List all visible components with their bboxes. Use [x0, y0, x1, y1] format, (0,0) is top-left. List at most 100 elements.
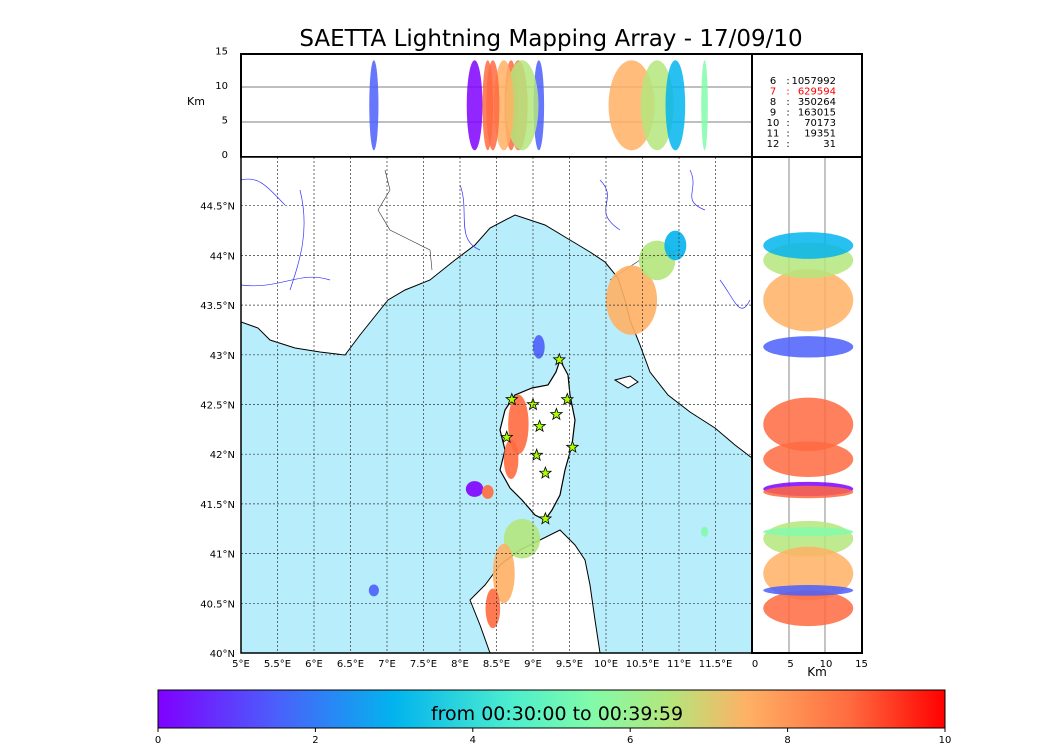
figure-title: SAETTA Lightning Mapping Array - 17/09/1…: [299, 26, 802, 52]
lightning-cluster: [606, 265, 658, 335]
latitude-altitude-panel: 0 5 10 15 Km: [751, 156, 868, 679]
station-star-icon: [532, 419, 547, 433]
lon-tick-label: 5°E: [232, 659, 250, 670]
station-star-icon: [529, 448, 544, 461]
side-xtick-label: 10: [820, 659, 833, 670]
colorbar-tick-label: 2: [312, 735, 318, 746]
lon-tick-label: 5.5°E: [264, 659, 291, 670]
lat-tick-label: 40.5°N: [200, 599, 235, 610]
lightning-altitude-mark: [763, 585, 854, 596]
lon-tick-label: 6.5°E: [337, 659, 364, 670]
lightning-cluster: [465, 481, 484, 497]
lon-tick-label: 9°E: [524, 659, 542, 670]
colorbar-tick-label: 0: [155, 735, 161, 746]
lightning-altitude-mark: [665, 60, 686, 151]
map-panel: 5°E 5.5°E 6°E 6.5°E 7°E 7.5°E 8°E 8.5°E 9°E 9.5°E…: [200, 156, 753, 670]
lightning-altitude-mark: [763, 527, 854, 537]
lat-tick-label: 42°N: [210, 450, 235, 461]
lightning-altitude-mark: [763, 397, 854, 452]
lat-tick-label: 40°N: [210, 649, 235, 660]
lightning-altitude-mark: [763, 336, 854, 358]
count-level: 11: [767, 129, 780, 140]
lat-tick-label: 43.5°N: [200, 301, 235, 312]
side-xlabel: Km: [807, 665, 827, 679]
lightning-cluster: [508, 394, 529, 455]
lat-tick-label: 41°N: [210, 550, 235, 561]
side-xtick-label: 0: [752, 659, 758, 670]
lightning-cluster: [485, 588, 501, 629]
station-star-icon: [538, 465, 553, 479]
colorbar-label: from 00:30:00 to 00:39:59: [431, 703, 683, 725]
top-ytick-label: 0: [222, 150, 228, 161]
station-star-icon: [560, 392, 575, 406]
time-colorbar: from 00:30:00 to 00:39:59 0 2 4 6 8 10: [155, 689, 952, 746]
lon-tick-label: 10°E: [594, 659, 618, 670]
count-separator: :: [786, 139, 789, 150]
count-level: 12: [767, 139, 780, 150]
lat-tick-label: 41.5°N: [200, 500, 235, 511]
count-value: 19351: [804, 129, 836, 140]
lon-tick-label: 8.5°E: [483, 659, 510, 670]
station-star-icon: [549, 407, 564, 421]
lat-tick-label: 42.5°N: [200, 401, 235, 412]
count-separator: :: [786, 97, 789, 108]
lightning-cluster: [368, 584, 379, 597]
flash-count-legend: 6:10579927:6295948:3502649:16301510:7017…: [751, 53, 863, 158]
lon-tick-label: 7.5°E: [410, 659, 437, 670]
count-value: 163015: [798, 108, 836, 119]
side-xtick-label: 15: [855, 659, 868, 670]
lon-tick-label: 10.5°E: [626, 659, 660, 670]
lat-tick-label: 43°N: [210, 351, 235, 362]
lightning-altitude-mark: [701, 60, 708, 151]
lon-tick-label: 8°E: [451, 659, 469, 670]
station-star-icon: [552, 352, 567, 366]
lightning-altitude-mark: [640, 60, 674, 151]
lightning-altitude-mark: [486, 60, 500, 151]
count-separator: :: [786, 129, 789, 140]
lightning-altitude-mark: [505, 60, 539, 151]
count-value: 31: [823, 139, 836, 150]
lightning-cluster: [533, 334, 545, 359]
lon-tick-label: 11°E: [667, 659, 691, 670]
lightning-cluster: [700, 526, 709, 537]
lightning-altitude-mark: [493, 60, 514, 151]
lon-tick-label: 6°E: [305, 659, 323, 670]
lightning-altitude-mark: [763, 441, 854, 477]
count-level: 9: [770, 108, 776, 119]
station-star-icon: [499, 430, 514, 444]
count-value: 1057992: [791, 76, 836, 87]
count-value: 70173: [804, 118, 836, 129]
lightning-cluster: [481, 485, 494, 499]
lightning-altitude-mark: [763, 232, 854, 259]
lightning-cluster: [492, 543, 515, 604]
lon-tick-label: 7°E: [378, 659, 396, 670]
station-star-icon: [504, 392, 519, 406]
altitude-longitude-panel: Km 0 5 10 15: [187, 47, 753, 161]
top-ytick-label: 15: [215, 47, 228, 58]
count-level: 8: [770, 97, 776, 108]
lat-tick-label: 44°N: [210, 251, 235, 262]
count-separator: :: [786, 108, 789, 119]
lightning-cluster: [503, 518, 541, 559]
lightning-cluster: [664, 230, 687, 261]
colorbar-tick-label: 6: [627, 735, 633, 746]
station-star-icon: [538, 511, 553, 525]
lightning-altitude-mark: [763, 268, 854, 332]
count-separator: :: [786, 87, 789, 98]
lightning-altitude-mark: [763, 485, 854, 499]
station-star-icon: [565, 440, 580, 454]
top-ytick-label: 10: [215, 81, 228, 92]
count-separator: :: [786, 118, 789, 129]
side-xtick-label: 5: [787, 659, 793, 670]
colorbar-tick-label: 10: [939, 735, 952, 746]
lightning-cluster: [503, 439, 519, 479]
colorbar-tick-label: 4: [470, 735, 476, 746]
lon-tick-label: 9.5°E: [556, 659, 583, 670]
top-ytick-label: 5: [222, 116, 228, 127]
elba: [613, 375, 639, 389]
lat-tick-label: 44.5°N: [200, 202, 235, 213]
lightning-altitude-mark: [369, 60, 379, 151]
top-ylabel: Km: [187, 95, 205, 108]
count-level: 10: [767, 118, 780, 129]
lon-tick-label: 11.5°E: [699, 659, 733, 670]
